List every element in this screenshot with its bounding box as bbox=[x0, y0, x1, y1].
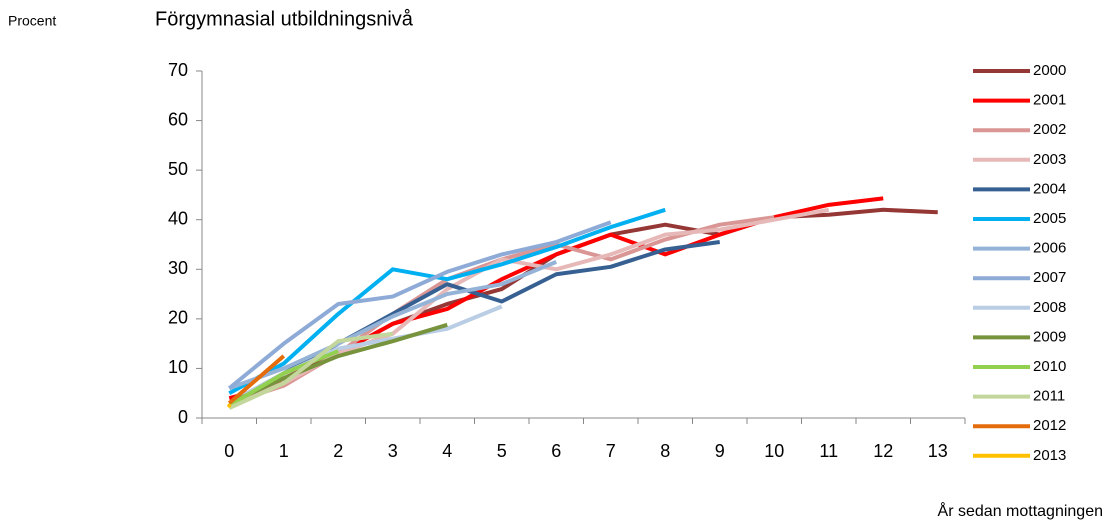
series-line bbox=[228, 331, 394, 410]
x-tick-label: 10 bbox=[764, 441, 784, 461]
series-line bbox=[228, 240, 721, 405]
y-tick-label: 70 bbox=[168, 60, 188, 80]
legend-label: 2008 bbox=[1033, 299, 1066, 316]
series-line bbox=[227, 220, 612, 390]
y-tick-label: 10 bbox=[168, 357, 188, 377]
legend-label: 2012 bbox=[1033, 417, 1066, 434]
series-line bbox=[228, 259, 558, 391]
legend-label: 2009 bbox=[1033, 328, 1066, 345]
legend-label: 2000 bbox=[1033, 62, 1066, 79]
legend-label: 2013 bbox=[1033, 447, 1066, 464]
series-line bbox=[228, 322, 448, 405]
x-tick-label: 6 bbox=[551, 441, 561, 461]
x-tick-label: 4 bbox=[442, 441, 452, 461]
series-point bbox=[227, 403, 232, 408]
y-tick-label: 30 bbox=[168, 258, 188, 278]
chart-title: Förgymnasial utbildningsnivå bbox=[155, 8, 414, 30]
series-line bbox=[228, 349, 340, 408]
x-tick-label: 8 bbox=[660, 441, 670, 461]
y-tick-label: 60 bbox=[168, 109, 188, 129]
legend-label: 2003 bbox=[1033, 151, 1066, 168]
x-tick-label: 3 bbox=[388, 441, 398, 461]
x-tick-label: 13 bbox=[928, 441, 948, 461]
x-tick-label: 0 bbox=[224, 441, 234, 461]
series-line bbox=[228, 207, 666, 395]
series-line bbox=[227, 354, 286, 405]
legend-label: 2001 bbox=[1033, 92, 1066, 109]
legend-label: 2010 bbox=[1033, 358, 1066, 375]
x-tick-label: 7 bbox=[606, 441, 616, 461]
y-tick-label: 0 bbox=[178, 407, 188, 427]
legend-label: 2007 bbox=[1033, 269, 1066, 286]
x-tick-label: 1 bbox=[279, 441, 289, 461]
y-tick-label: 50 bbox=[168, 159, 188, 179]
legend-label: 2011 bbox=[1033, 388, 1065, 405]
x-tick-label: 2 bbox=[333, 441, 343, 461]
x-tick-label: 11 bbox=[819, 441, 838, 461]
x-axis-label: År sedan mottagningen bbox=[938, 501, 1103, 520]
x-tick-label: 12 bbox=[873, 441, 893, 461]
y-axis-label: Procent bbox=[8, 13, 56, 29]
legend-label: 2002 bbox=[1033, 121, 1066, 138]
x-tick-label: 9 bbox=[715, 441, 725, 461]
series-line bbox=[228, 207, 830, 406]
legend-label: 2005 bbox=[1033, 210, 1066, 227]
y-tick-label: 40 bbox=[168, 208, 188, 228]
legend-label: 2004 bbox=[1033, 180, 1066, 197]
y-tick-label: 20 bbox=[168, 308, 188, 328]
x-tick-label: 5 bbox=[497, 441, 507, 461]
series-line bbox=[228, 196, 884, 401]
legend-label: 2006 bbox=[1033, 240, 1066, 257]
